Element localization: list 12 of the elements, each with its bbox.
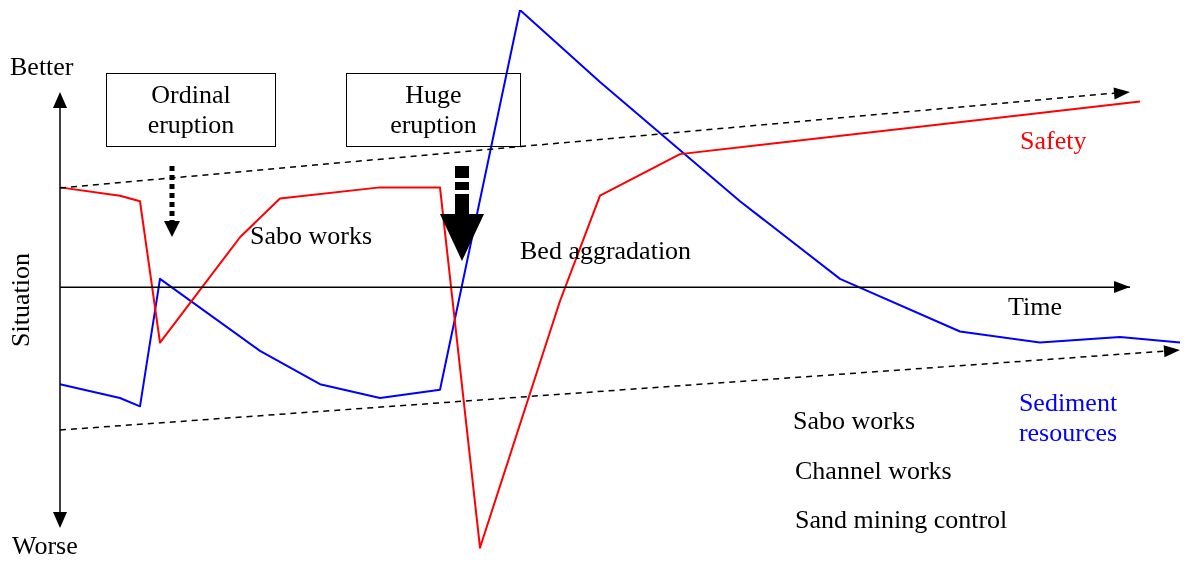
annotation: Sabo works xyxy=(793,406,916,436)
series-label: Safety xyxy=(1020,126,1087,156)
annotation: Worse xyxy=(12,531,78,561)
annotation: Channel works xyxy=(795,456,952,486)
x-axis-title: Time xyxy=(1008,292,1062,322)
annotation: Sabo works xyxy=(250,221,373,251)
annotation: Better xyxy=(10,52,74,82)
y-axis-title: Situation xyxy=(6,252,36,347)
annotation: Ordinal eruption xyxy=(106,73,276,147)
annotation: Huge eruption xyxy=(346,73,521,147)
series-label: Sediment resources xyxy=(1017,388,1119,448)
annotation: Sand mining control xyxy=(795,505,1008,535)
